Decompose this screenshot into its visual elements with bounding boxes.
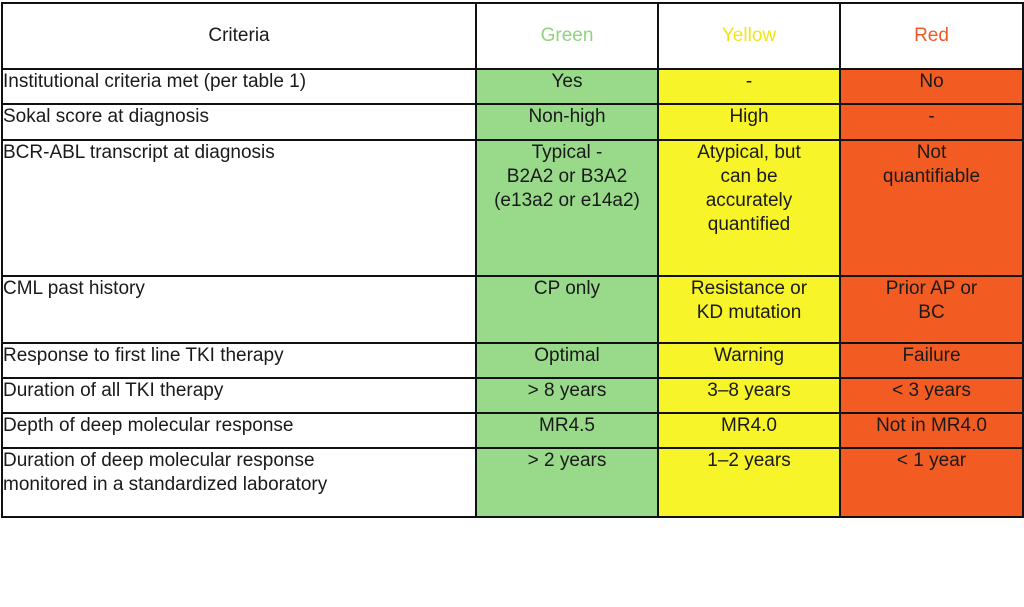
red-value: - [839,103,1024,141]
yellow-value: High [657,103,841,141]
criteria-table: Criteria Green Yellow Red Institutional … [1,2,1024,518]
green-value: Optimal [475,342,659,379]
green-value: > 2 years [475,447,659,518]
red-value: Not in MR4.0 [839,412,1024,449]
table-row: BCR-ABL transcript at diagnosis Typical … [1,139,1024,277]
criterion-label: CML past history [1,275,477,344]
criterion-label: BCR-ABL transcript at diagnosis [1,139,477,277]
table-row: Duration of deep molecular response moni… [1,447,1024,518]
green-value: Typical - B2A2 or B3A2 (e13a2 or e14a2) [475,139,659,277]
criterion-label: Response to first line TKI therapy [1,342,477,379]
yellow-value: - [657,68,841,105]
green-value: CP only [475,275,659,344]
yellow-value: Resistance or KD mutation [657,275,841,344]
green-value: Yes [475,68,659,105]
green-value: MR4.5 [475,412,659,449]
table-row: Sokal score at diagnosis Non-high High - [1,103,1024,141]
criterion-label: Sokal score at diagnosis [1,103,477,141]
red-value: Failure [839,342,1024,379]
table-row: Duration of all TKI therapy > 8 years 3–… [1,377,1024,414]
criterion-label: Depth of deep molecular response [1,412,477,449]
yellow-value: 3–8 years [657,377,841,414]
criterion-label: Duration of all TKI therapy [1,377,477,414]
table-header-row: Criteria Green Yellow Red [1,2,1024,70]
table-row: CML past history CP only Resistance or K… [1,275,1024,344]
yellow-value: Atypical, but can be accurately quantifi… [657,139,841,277]
red-value: No [839,68,1024,105]
table-row: Depth of deep molecular response MR4.5 M… [1,412,1024,449]
criterion-label: Duration of deep molecular response moni… [1,447,477,518]
yellow-value: MR4.0 [657,412,841,449]
red-value: < 1 year [839,447,1024,518]
red-value: < 3 years [839,377,1024,414]
table-row: Response to first line TKI therapy Optim… [1,342,1024,379]
header-criteria: Criteria [1,2,477,70]
header-yellow: Yellow [657,2,841,70]
header-red: Red [839,2,1024,70]
red-value: Not quantifiable [839,139,1024,277]
red-value: Prior AP or BC [839,275,1024,344]
header-green: Green [475,2,659,70]
yellow-value: 1–2 years [657,447,841,518]
green-value: > 8 years [475,377,659,414]
criterion-label: Institutional criteria met (per table 1) [1,68,477,105]
green-value: Non-high [475,103,659,141]
table-row: Institutional criteria met (per table 1)… [1,68,1024,105]
yellow-value: Warning [657,342,841,379]
